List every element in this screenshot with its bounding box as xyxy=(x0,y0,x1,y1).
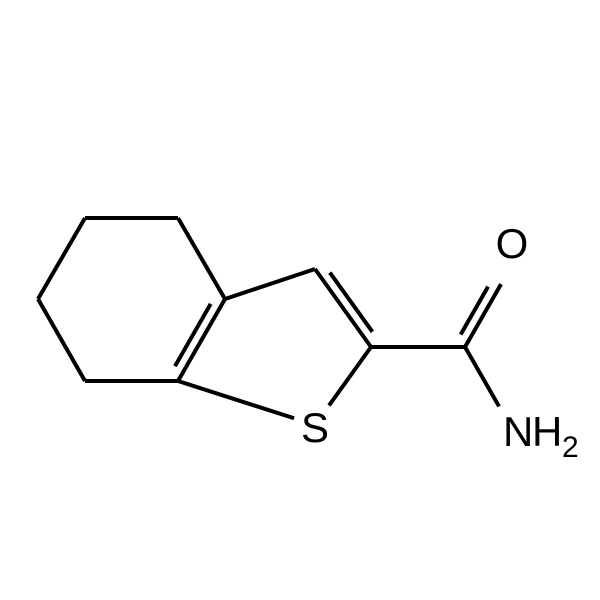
bond-c1-c2 xyxy=(38,218,85,299)
bond-c6-c1 xyxy=(38,299,85,381)
molecule-diagram: S O NH2 xyxy=(0,0,600,600)
bond-c4-c5 xyxy=(178,299,225,381)
label-H2_label: 2 xyxy=(562,431,579,464)
bond-s-c5 xyxy=(178,381,294,418)
bond-c7-c8-inner xyxy=(330,273,373,332)
bond-c3-c4 xyxy=(178,218,225,299)
bond-c4-c7 xyxy=(225,269,315,299)
label-S_label: S xyxy=(301,404,329,451)
bond-c9-n xyxy=(465,347,499,406)
bond-c7-c8 xyxy=(315,269,371,347)
label-H_label: H xyxy=(532,408,562,455)
bond-c8-s xyxy=(329,347,371,406)
label-N_label: N xyxy=(503,408,533,455)
label-O_label: O xyxy=(496,220,529,267)
